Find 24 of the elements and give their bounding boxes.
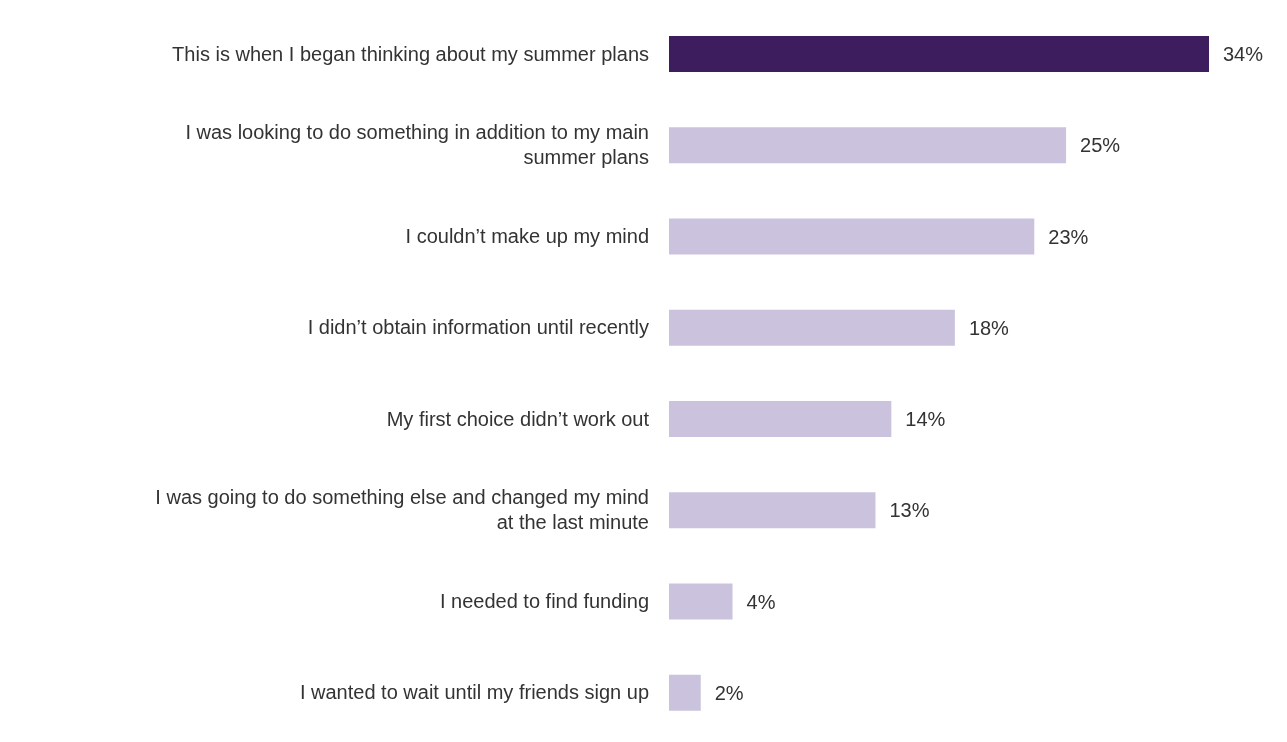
- y-tick-label: My first choice didn’t work out: [386, 407, 650, 430]
- data-label: 25%: [1080, 134, 1121, 157]
- data-label: 23%: [1048, 225, 1089, 248]
- data-label: 34%: [1223, 43, 1264, 65]
- bar: [669, 309, 955, 346]
- bar: [669, 127, 1067, 164]
- y-tick-label: I couldn’t make up my mind: [405, 225, 649, 248]
- y-tick-label: This is when I began thinking about my summer plans: [172, 42, 649, 65]
- y-tick-label: I needed to find funding: [439, 590, 649, 613]
- data-label: 2%: [714, 681, 744, 704]
- bar: [669, 492, 876, 529]
- y-tick-label: I was looking to do something in addition to my main summer plans: [185, 121, 649, 169]
- y-tick-label: I didn’t obtain information until recently: [307, 316, 649, 339]
- bar: [669, 401, 892, 437]
- bar: [669, 218, 1035, 255]
- data-label: 4%: [746, 590, 776, 613]
- data-label: 14%: [905, 408, 946, 430]
- data-label: 13%: [889, 499, 930, 522]
- bar: [669, 36, 1209, 72]
- y-tick-label: I was going to do something else and changed my mind at the last minute: [155, 486, 649, 534]
- bar: [669, 674, 701, 711]
- y-tick-label: I wanted to wait until my friends sign up: [299, 681, 649, 704]
- data-label: 18%: [968, 316, 1010, 339]
- bar: [669, 583, 733, 620]
